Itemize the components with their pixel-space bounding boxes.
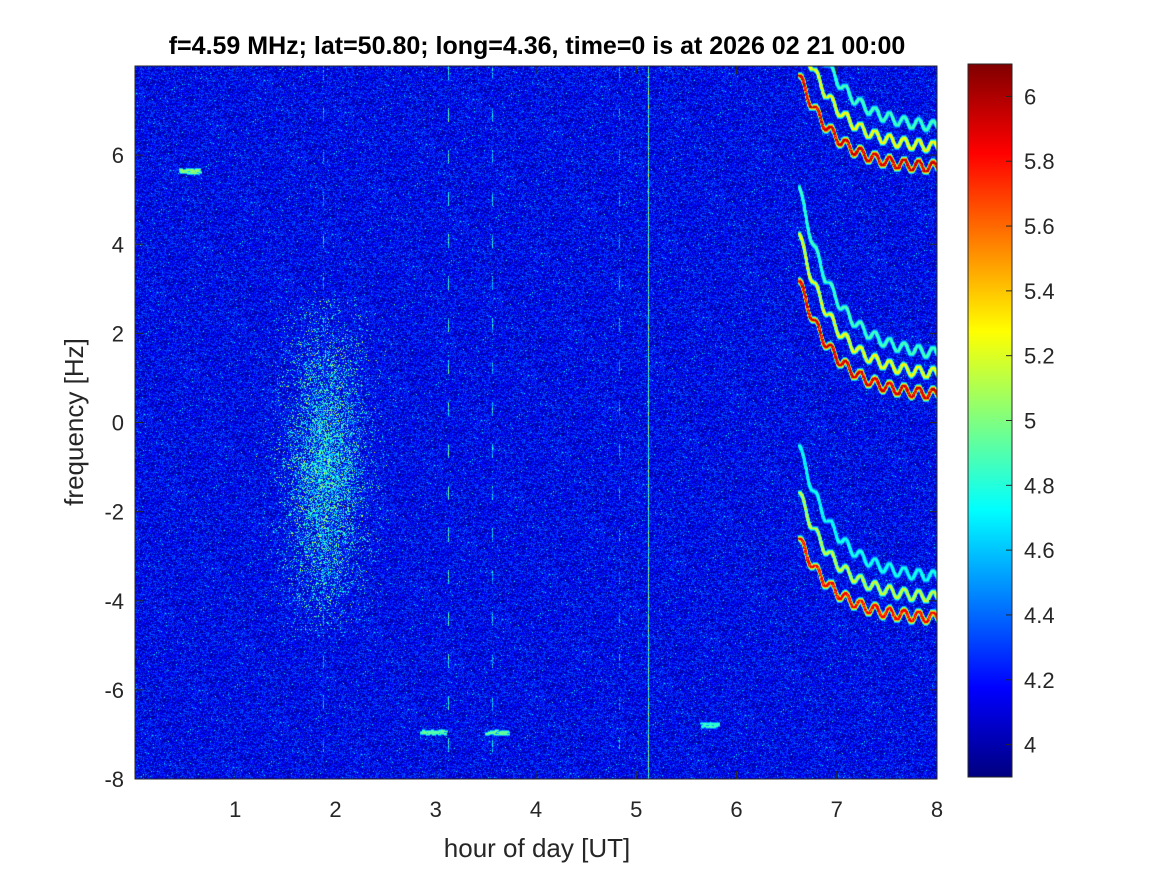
x-axis: 1 2 3 4 5 6 7 8 [229,66,943,822]
colorbar: 4 4.2 4.4 4.6 4.8 5 5.2 5.4 5.6 5.8 6 [967,63,1055,778]
heatmap-canvas [135,66,937,779]
x-axis-label: hour of day [UT] [444,833,630,863]
colorbar-tick-label: 5.6 [1024,214,1055,239]
y-tick-label: 0 [112,411,124,436]
y-tick-label: 2 [112,321,124,346]
x-tick-label: 5 [630,797,642,822]
colorbar-tick-label: 5.8 [1024,149,1055,174]
colorbar-tick-label: 5.2 [1024,344,1055,369]
y-tick-label: 4 [112,232,124,257]
colorbar-tick-label: 4.4 [1024,603,1055,628]
x-tick-label: 2 [329,797,341,822]
y-tick-label: -4 [104,589,124,614]
y-tick-label: -2 [104,500,124,525]
y-axis-label: frequency [Hz] [59,338,89,506]
y-tick-label: -6 [104,678,124,703]
colorbar-tick-label: 5 [1024,409,1036,434]
colorbar-tick-label: 4.8 [1024,473,1055,498]
plot-area [134,65,938,780]
colorbar-tick-label: 6 [1024,84,1036,109]
heatmap-image-wrapper [135,66,937,779]
colorbar-tick-label: 5.4 [1024,279,1055,304]
x-tick-label: 4 [530,797,542,822]
y-tick-label: 6 [112,143,124,168]
y-axis: -8 -6 -4 -2 0 2 4 6 [104,143,937,792]
y-tick-label: -8 [104,767,124,792]
colorbar-tick-label: 4.2 [1024,668,1055,693]
x-tick-label: 6 [730,797,742,822]
colorbar-scale [968,64,1012,777]
x-tick-label: 7 [831,797,843,822]
x-tick-label: 1 [229,797,241,822]
x-tick-label: 8 [931,797,943,822]
colorbar-ticks: 4 4.2 4.4 4.6 4.8 5 5.2 5.4 5.6 5.8 6 [1006,84,1055,758]
x-tick-label: 3 [430,797,442,822]
chart-title: f=4.59 MHz; lat=50.80; long=4.36, time=0… [169,32,906,60]
colorbar-tick-label: 4 [1024,733,1036,758]
colorbar-tick-label: 4.6 [1024,538,1055,563]
